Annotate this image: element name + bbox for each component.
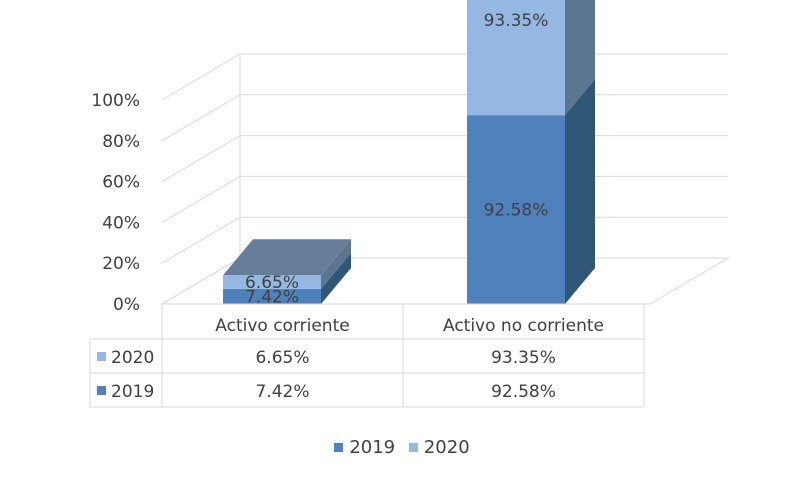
bar-data-label: 6.65% — [245, 273, 299, 293]
bar-side — [565, 0, 595, 116]
bar-side — [321, 239, 351, 289]
table-series-label: 2020 — [111, 348, 154, 368]
y-tick-label: 20% — [102, 254, 140, 274]
legend-item-2020: 2020 — [408, 437, 470, 458]
gridline-side — [161, 216, 241, 264]
bar-side — [565, 79, 595, 304]
legend-item-2019: 2019 — [334, 437, 395, 458]
y-tick-label: 0% — [113, 295, 140, 315]
legend-label-2019: 2019 — [349, 437, 396, 458]
y-tick-label: 60% — [102, 173, 140, 193]
table-cell: 92.58% — [491, 382, 556, 402]
legend-label-2020: 2020 — [423, 437, 470, 458]
y-tick-label: 80% — [102, 132, 140, 152]
bar-front — [223, 288, 321, 304]
table-legend-key — [97, 386, 106, 395]
bar-front — [223, 275, 321, 289]
bar-data-label: 92.58% — [484, 201, 549, 221]
table-cell: 93.35% — [491, 348, 556, 368]
table-series-label: 2019 — [111, 382, 154, 402]
bar-data-label: 93.35% — [484, 11, 549, 31]
gridline-side — [161, 135, 241, 183]
legend-swatch-2019 — [334, 443, 344, 452]
category-label: Activo corriente — [215, 316, 349, 336]
table-cell: 6.65% — [255, 348, 309, 368]
bar-data-label: 7.42% — [245, 287, 299, 307]
gridline-side — [161, 53, 241, 101]
y-tick-label: 100% — [91, 91, 140, 111]
table-legend-key — [97, 352, 106, 361]
legend-swatch-2020 — [408, 443, 418, 452]
gridline-side — [161, 175, 241, 223]
gridline-side — [161, 94, 241, 142]
bar-side — [321, 252, 351, 304]
category-label: Activo no corriente — [443, 316, 604, 336]
y-tick-label: 40% — [102, 213, 140, 233]
table-cell: 7.42% — [255, 382, 309, 402]
bar-top — [223, 239, 351, 276]
bar-front — [467, 115, 565, 304]
bar-front — [467, 0, 565, 116]
legend: 2019 2020 — [0, 436, 804, 458]
